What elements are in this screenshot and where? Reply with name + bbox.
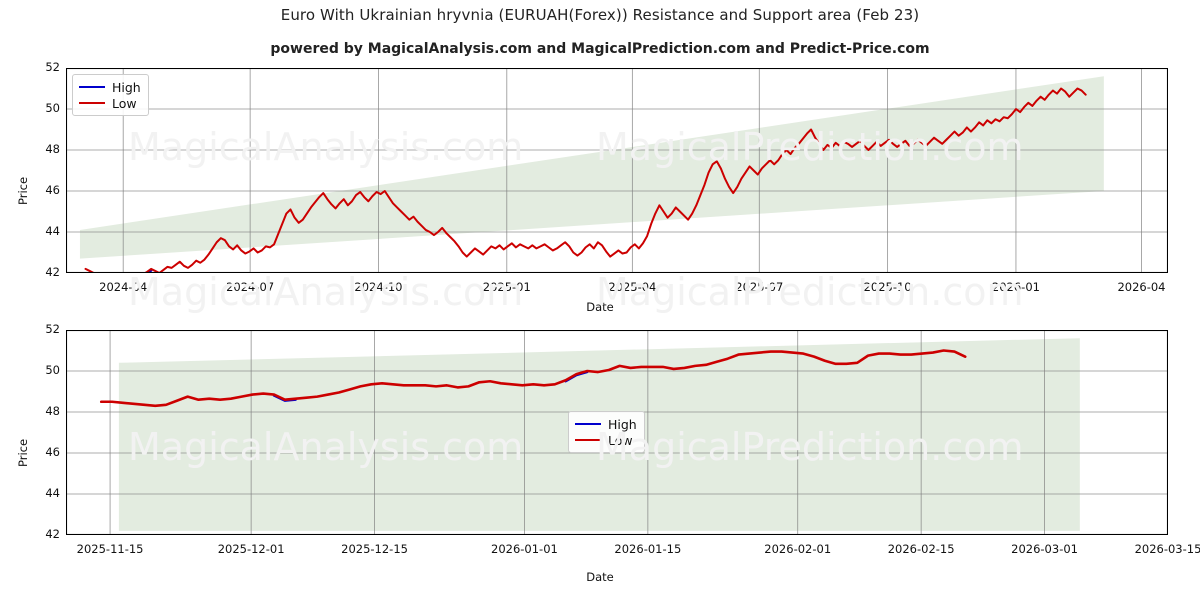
y-tick-label: 50 — [45, 363, 60, 377]
y-tick-label: 46 — [45, 445, 60, 459]
resistance-support-band — [79, 76, 1104, 259]
x-tick-label: 2026-04 — [1117, 280, 1166, 294]
y-tick-label: 48 — [45, 142, 60, 156]
forecast-chart-y-axis-label: Price — [16, 438, 30, 467]
legend-line-high-icon — [79, 86, 105, 88]
axes-frame — [66, 68, 1168, 273]
series-line-low — [84, 87, 1087, 273]
y-tick-label: 44 — [45, 224, 60, 238]
x-tick-label: 2026-03-15 — [1134, 542, 1200, 556]
y-tick-label: 44 — [45, 486, 60, 500]
y-tick-label: 50 — [45, 101, 60, 115]
x-tick-label: 2025-04 — [608, 280, 657, 294]
legend-line-high-icon — [575, 423, 601, 425]
y-tick-label: 42 — [45, 265, 60, 279]
legend-label-high: High — [112, 79, 141, 95]
x-tick-label: 2024-07 — [226, 280, 275, 294]
legend-entry-high: High — [575, 416, 637, 432]
y-tick-label: 52 — [45, 60, 60, 74]
x-tick-label: 2026-01-15 — [614, 542, 682, 556]
x-tick-label: 2026-02-01 — [764, 542, 832, 556]
legend-label-low: Low — [608, 432, 633, 448]
main-chart-legend: High Low — [72, 74, 149, 116]
x-tick-label: 2025-11-15 — [76, 542, 144, 556]
y-tick-label: 48 — [45, 404, 60, 418]
y-tick-label: 42 — [45, 527, 60, 541]
forecast-chart-legend: High Low — [568, 411, 645, 453]
y-tick-label: 52 — [45, 322, 60, 336]
legend-label-high: High — [608, 416, 637, 432]
x-tick-label: 2026-02-15 — [887, 542, 955, 556]
x-tick-label: 2025-01 — [482, 280, 531, 294]
x-tick-label: 2025-10 — [863, 280, 912, 294]
x-tick-label: 2026-01-01 — [491, 542, 558, 556]
x-tick-label: 2026-03-01 — [1011, 542, 1078, 556]
x-tick-label: 2025-12-01 — [217, 542, 285, 556]
main-chart-y-axis-label: Price — [16, 176, 30, 205]
legend-entry-low: Low — [79, 95, 141, 111]
axes-frame — [66, 330, 1168, 535]
x-tick-label: 2024-10 — [354, 280, 403, 294]
main-chart-plot — [66, 68, 1168, 273]
main-chart-panel — [66, 68, 1168, 273]
x-tick-label: 2026-01 — [991, 280, 1040, 294]
legend-line-low-icon — [79, 102, 105, 104]
forecast-chart-x-axis-label: Date — [586, 570, 614, 584]
legend-label-low: Low — [112, 95, 137, 111]
series-line-low — [99, 349, 967, 408]
x-tick-label: 2025-12-15 — [341, 542, 408, 556]
legend-line-low-icon — [575, 439, 601, 441]
legend-entry-high: High — [79, 79, 141, 95]
chart-subtitle: powered by MagicalAnalysis.com and Magic… — [270, 41, 930, 57]
x-tick-label: 2024-04 — [99, 280, 148, 294]
legend-entry-low: Low — [575, 432, 637, 448]
y-tick-label: 46 — [45, 183, 60, 197]
chart-title: Euro With Ukrainian hryvnia (EURUAH(Fore… — [280, 6, 920, 24]
main-chart-x-axis-label: Date — [586, 300, 614, 314]
x-tick-label: 2025-07 — [735, 280, 784, 294]
